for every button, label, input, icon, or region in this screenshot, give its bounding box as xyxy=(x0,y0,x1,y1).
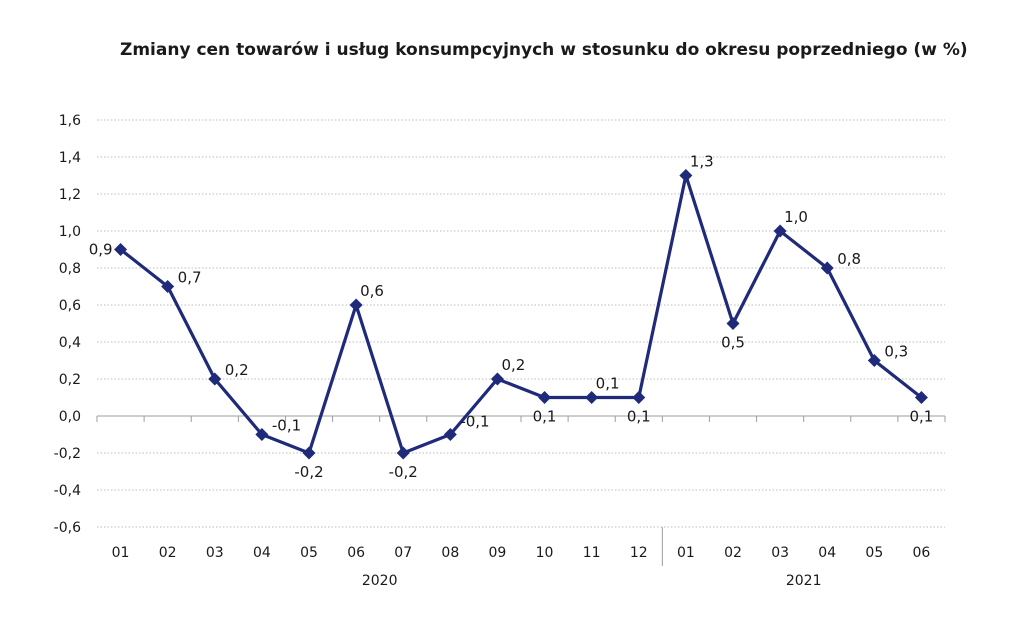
data-point xyxy=(867,354,881,367)
data-point xyxy=(538,391,552,404)
x-group-label: 2021 xyxy=(786,573,822,589)
x-tick-label: 09 xyxy=(489,545,507,561)
data-labels: 0,9 0,7 0,2 -0,1 -0,2 0,6 -0,2 -0,1 0,2 0,1 0,1 0,1… xyxy=(89,153,934,482)
y-tick-label: -0,4 xyxy=(54,483,81,499)
data-label: 1,3 xyxy=(690,153,714,171)
data-label: 0,6 xyxy=(360,282,384,300)
y-tick-label: 0,0 xyxy=(59,409,81,425)
x-tick-label: 11 xyxy=(583,545,601,561)
y-tick-label: 0,6 xyxy=(59,298,81,314)
data-point xyxy=(114,243,128,256)
data-point xyxy=(585,391,599,404)
series-line xyxy=(119,173,923,455)
x-tick-label: 08 xyxy=(441,545,459,561)
x-tick-label: 01 xyxy=(112,545,130,561)
x-tick-label: 06 xyxy=(347,545,365,561)
data-label: -0,2 xyxy=(294,463,323,481)
grid-lines xyxy=(97,119,945,528)
x-tick-label: 03 xyxy=(206,545,224,561)
data-point xyxy=(679,169,693,182)
data-label: 0,8 xyxy=(837,250,861,268)
y-tick-label: 1,6 xyxy=(59,113,81,129)
data-point xyxy=(161,280,175,293)
data-label: -0,1 xyxy=(460,413,489,431)
data-point xyxy=(396,446,410,460)
y-tick-label: 1,0 xyxy=(59,224,81,240)
data-point xyxy=(914,391,928,404)
y-tick-label: -0,6 xyxy=(54,520,81,536)
series xyxy=(114,169,928,460)
data-point xyxy=(632,391,646,404)
x-tick-label: 02 xyxy=(159,545,177,561)
data-label: 1,0 xyxy=(784,208,808,226)
x-tick-label: 04 xyxy=(818,545,836,561)
y-tick-label: 0,2 xyxy=(59,372,81,388)
y-tick-label: 1,4 xyxy=(59,150,81,166)
x-tick-label: 10 xyxy=(536,545,554,561)
data-point xyxy=(255,428,269,441)
data-point xyxy=(208,372,222,386)
data-label: 0,7 xyxy=(178,269,202,287)
data-point xyxy=(302,446,316,460)
data-label: -0,1 xyxy=(272,417,301,435)
data-label: 0,3 xyxy=(884,343,908,361)
data-point xyxy=(726,317,740,330)
x-tick-label: 12 xyxy=(630,545,648,561)
data-label: 0,1 xyxy=(627,408,651,426)
data-point xyxy=(443,428,457,441)
data-point xyxy=(490,372,504,386)
y-tick-label: 0,8 xyxy=(59,261,81,277)
data-point xyxy=(349,298,363,312)
x-tick-label: 04 xyxy=(253,545,271,561)
data-label: 0,5 xyxy=(721,334,745,352)
data-point xyxy=(773,224,787,238)
data-label: -0,2 xyxy=(389,463,418,481)
data-label: 0,2 xyxy=(501,356,525,374)
x-tick-label: 06 xyxy=(913,545,931,561)
data-label: 0,9 xyxy=(89,241,113,259)
x-tick-label: 05 xyxy=(865,545,883,561)
data-point xyxy=(820,261,834,275)
x-group-label: 2020 xyxy=(362,573,398,589)
axes: 1,6 1,4 1,2 1,0 0,8 0,6 0,4 0,2 0,0 -0,2 -0,4 -0,6 0… xyxy=(54,113,946,589)
x-tick-label: 03 xyxy=(771,545,789,561)
data-label: 0,1 xyxy=(910,408,934,426)
x-tick-label: 05 xyxy=(300,545,318,561)
y-tick-label: 0,4 xyxy=(59,335,81,351)
chart-title: Zmiany cen towarów i usług konsumpcyjnyc… xyxy=(120,40,968,60)
data-label: 0,1 xyxy=(596,375,620,393)
x-tick-label: 01 xyxy=(677,545,695,561)
x-tick-label: 02 xyxy=(724,545,742,561)
x-tick-label: 07 xyxy=(394,545,412,561)
y-tick-label: -0,2 xyxy=(54,446,81,462)
data-label: 0,1 xyxy=(533,408,557,426)
data-label: 0,2 xyxy=(225,361,249,379)
y-tick-label: 1,2 xyxy=(59,187,81,203)
